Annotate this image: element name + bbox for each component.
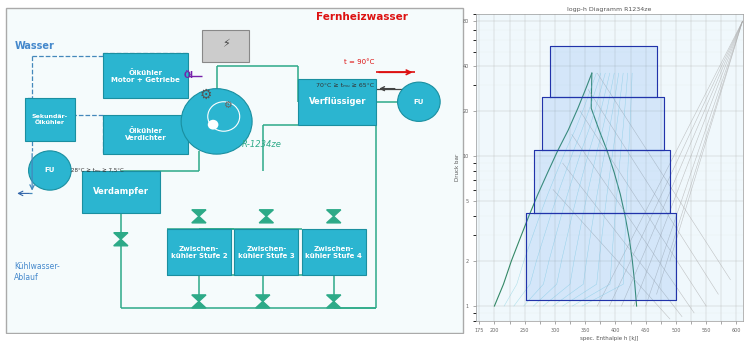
Polygon shape xyxy=(260,210,274,216)
Text: Öl: Öl xyxy=(183,71,194,80)
Text: FU: FU xyxy=(45,167,55,174)
Polygon shape xyxy=(260,216,274,223)
Polygon shape xyxy=(256,301,270,308)
Text: Zwischen-
kühler Stufe 3: Zwischen- kühler Stufe 3 xyxy=(238,246,295,259)
Text: ⚙: ⚙ xyxy=(200,88,212,102)
Text: Fernheizwasser: Fernheizwasser xyxy=(316,12,408,21)
Text: Zwischen-
kühler Stufe 4: Zwischen- kühler Stufe 4 xyxy=(305,246,362,259)
Circle shape xyxy=(208,120,218,130)
Y-axis label: Druck bar: Druck bar xyxy=(454,153,460,181)
Text: Ölkühler
Verdichter: Ölkühler Verdichter xyxy=(124,128,166,142)
Polygon shape xyxy=(542,97,664,150)
Text: Verdampfer: Verdampfer xyxy=(93,187,148,196)
X-axis label: spec. Enthalpie h [kJ]: spec. Enthalpie h [kJ] xyxy=(580,336,638,341)
Polygon shape xyxy=(534,150,670,213)
Polygon shape xyxy=(327,295,340,301)
Text: Verflüssiger: Verflüssiger xyxy=(308,97,366,106)
Text: Sekundär-
Ölkühler: Sekundär- Ölkühler xyxy=(32,114,68,125)
Text: 28°C ≥ tₘᵤ ≥ 7,5°C: 28°C ≥ tₘᵤ ≥ 7,5°C xyxy=(71,168,124,173)
Text: FU: FU xyxy=(414,99,424,105)
Polygon shape xyxy=(327,301,340,308)
Polygon shape xyxy=(550,46,656,97)
Text: Kühlwasser-
Ablauf: Kühlwasser- Ablauf xyxy=(14,262,60,282)
Polygon shape xyxy=(192,210,206,216)
Title: logp-h Diagramm R1234ze: logp-h Diagramm R1234ze xyxy=(567,7,652,12)
Polygon shape xyxy=(256,295,270,301)
Polygon shape xyxy=(327,216,340,223)
Polygon shape xyxy=(114,233,128,239)
Text: R-1234ze: R-1234ze xyxy=(242,140,281,149)
Polygon shape xyxy=(526,213,676,300)
Polygon shape xyxy=(327,210,340,216)
Polygon shape xyxy=(192,295,206,301)
Text: 70°C ≥ tₘᵤ ≥ 65°C: 70°C ≥ tₘᵤ ≥ 65°C xyxy=(316,83,374,88)
Text: ⚡: ⚡ xyxy=(222,40,230,49)
Bar xyxy=(298,79,376,125)
Circle shape xyxy=(28,151,71,190)
Polygon shape xyxy=(192,301,206,308)
Text: Ölkühler
Motor + Getriebe: Ölkühler Motor + Getriebe xyxy=(111,69,180,83)
Bar xyxy=(103,53,188,99)
Polygon shape xyxy=(114,239,128,246)
Text: Zwischen-
kühler Stufe 2: Zwischen- kühler Stufe 2 xyxy=(170,246,227,259)
Bar xyxy=(25,99,75,141)
Text: Wasser: Wasser xyxy=(14,41,54,51)
Text: t = 90°C: t = 90°C xyxy=(344,59,375,65)
Circle shape xyxy=(182,89,252,154)
Text: ⚙: ⚙ xyxy=(223,100,232,110)
Bar xyxy=(202,30,248,62)
Polygon shape xyxy=(192,216,206,223)
Bar xyxy=(167,229,231,275)
Bar xyxy=(103,115,188,154)
Bar xyxy=(234,229,298,275)
Bar xyxy=(302,229,366,275)
Circle shape xyxy=(398,82,440,121)
Bar xyxy=(82,170,160,213)
